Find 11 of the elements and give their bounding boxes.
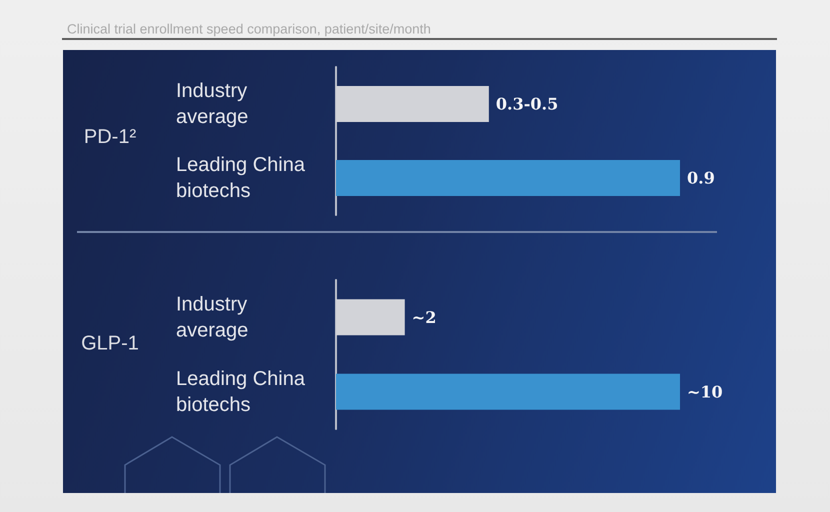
data-label: 0.9 bbox=[687, 168, 715, 188]
y-tick-label: Industry average bbox=[176, 80, 253, 128]
data-label: 0.3-0.5 bbox=[496, 94, 558, 114]
data-label: ~2 bbox=[412, 308, 436, 327]
y-axis-title: PD-1² bbox=[84, 126, 136, 148]
chart-title: Clinical trial enrollment speed comparison, patient/site/month bbox=[67, 22, 431, 36]
data-label: ~10 bbox=[687, 382, 723, 402]
y-tick-label: Leading China biotechs bbox=[176, 154, 311, 202]
y-tick-label: Leading China biotechs bbox=[176, 368, 311, 416]
y-tick-label: Industry average bbox=[176, 293, 253, 342]
y-axis-title: GLP-1 bbox=[81, 332, 139, 354]
